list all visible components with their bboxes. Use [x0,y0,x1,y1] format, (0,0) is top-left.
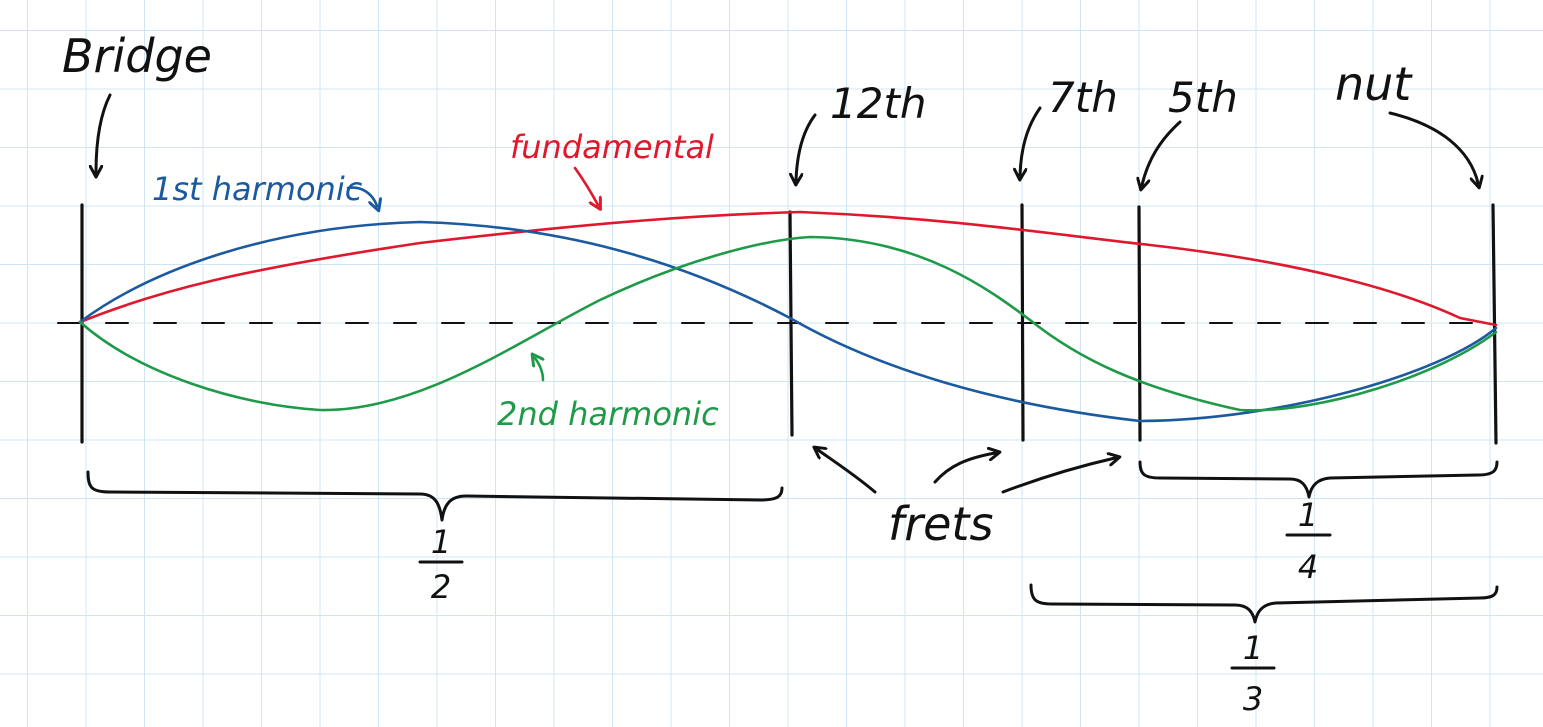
nut-arrow [1388,111,1478,183]
brace-third [1029,583,1499,624]
fret-5-arrow [1142,120,1182,185]
fret-5-label: 5th [1168,73,1238,122]
fret-line-5 [1137,205,1142,442]
fraction-half-numerator: 1 [431,523,451,561]
frets-label: frets [888,497,993,551]
fraction-half-denominator: 2 [431,568,451,606]
bridge-arrow [96,93,112,172]
brace-half [86,470,784,522]
second-harmonic-curve [78,235,1498,412]
fundamental-arrow [573,166,598,205]
second-harmonic-label: 2nd harmonic [497,395,719,433]
frets-arrow-12 [818,450,877,494]
nut-label: nut [1335,57,1413,111]
first-harmonic-label: 1st harmonic [152,170,363,208]
brace-quarter [1138,460,1499,499]
bridge-label: Bridge [62,29,212,83]
fret-12-label: 12th [830,79,927,128]
fundamental-curve [78,210,1498,327]
first-harmonic-curve [78,220,1498,423]
fret-line-12 [788,210,794,437]
fundamental-label: fundamental [510,128,714,166]
fret-7-label: 7th [1048,73,1118,122]
fret-line-7 [1020,203,1025,442]
frets-arrow-7 [933,453,995,484]
second-harmonic-arrow [535,358,543,382]
fret-7-arrow [1020,106,1042,175]
first-harmonic-arrow [346,186,377,206]
fraction-quarter-numerator: 1 [1298,496,1318,534]
frets-arrow-5 [1001,458,1115,494]
fraction-third-denominator: 3 [1243,680,1263,718]
fret-12-arrow [796,113,817,180]
fraction-quarter-denominator: 4 [1298,548,1318,586]
fraction-third-numerator: 1 [1243,629,1263,667]
